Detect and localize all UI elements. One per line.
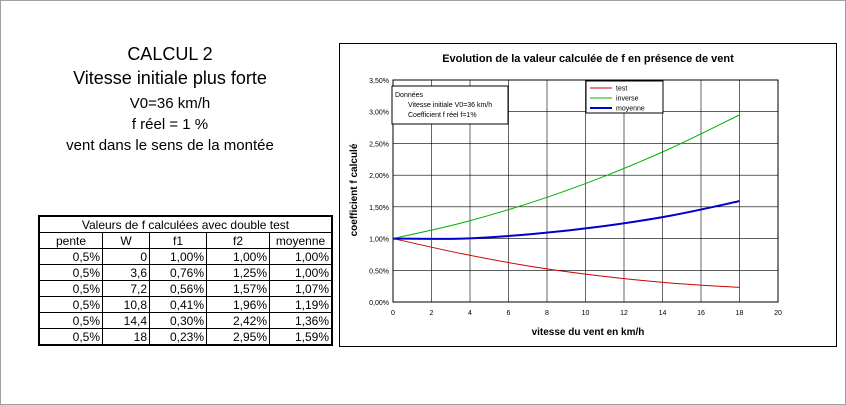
col-header-f1: f1 bbox=[149, 232, 207, 249]
table-cell: 1,00% bbox=[269, 248, 333, 265]
table-cell: 0,23% bbox=[149, 328, 207, 346]
x-tick-label: 20 bbox=[774, 310, 782, 317]
annotation-line: Vitesse initiale V0=36 km/h bbox=[408, 102, 492, 109]
series-line-inverse bbox=[392, 114, 740, 240]
col-header-w: W bbox=[102, 232, 150, 249]
table-cell: 7,2 bbox=[102, 280, 150, 297]
table-cell: 0 bbox=[102, 248, 150, 265]
table-cell: 0,41% bbox=[149, 296, 207, 313]
chart-legend: test inverse moyenne bbox=[585, 80, 664, 114]
x-tick-label: 4 bbox=[468, 310, 472, 317]
annotation-frame bbox=[391, 85, 509, 125]
table-cell: 0,5% bbox=[38, 280, 103, 297]
y-tick-label: 1,00% bbox=[369, 237, 389, 244]
table-header-row: pente W f1 f2 moyenne bbox=[38, 232, 333, 249]
y-tick-label: 3,50% bbox=[369, 78, 389, 85]
table-cell: 1,57% bbox=[206, 280, 270, 297]
annotation-line: Coefficient f réel f=1% bbox=[408, 112, 477, 119]
calc-title: CALCUL 2 bbox=[127, 44, 213, 64]
plot-area-frame bbox=[392, 79, 779, 303]
table-cell: 18 bbox=[102, 328, 150, 346]
col-header-pente: pente bbox=[38, 232, 103, 249]
initial-speed-text: V0=36 km/h bbox=[129, 95, 211, 112]
col-header-f2: f2 bbox=[206, 232, 270, 249]
x-tick-label: 18 bbox=[736, 310, 744, 317]
table-cell: 10,8 bbox=[102, 296, 150, 313]
table-cell: 0,30% bbox=[149, 312, 207, 329]
table-cell: 1,00% bbox=[206, 248, 270, 265]
legend-label-test: test bbox=[616, 86, 627, 93]
axis-layer: 0,00% 0,50% 1,00% 1,50% 2,00% 2,50% 3,00% 3,50%… bbox=[369, 78, 782, 317]
x-axis-label: vitesse du vent en km/h bbox=[532, 327, 645, 338]
values-table: Valeurs de f calculées avec double test … bbox=[38, 215, 333, 346]
table-cell: 0,5% bbox=[38, 296, 103, 313]
table-cell: 1,19% bbox=[269, 296, 333, 313]
table-caption: Valeurs de f calculées avec double test bbox=[38, 215, 333, 233]
table-cell: 0,5% bbox=[38, 248, 103, 265]
table-cell: 0,76% bbox=[149, 264, 207, 281]
y-tick-label: 1,50% bbox=[369, 205, 389, 212]
data-annotation-box: Données Vitesse initiale V0=36 km/h Coef… bbox=[391, 85, 509, 125]
table-cell: 0,5% bbox=[38, 264, 103, 281]
series-line-moyenne bbox=[392, 200, 740, 240]
legend-frame bbox=[585, 80, 664, 114]
table-cell: 1,00% bbox=[269, 264, 333, 281]
y-tick-label: 3,00% bbox=[369, 110, 389, 117]
values-table-container: Valeurs de f calculées avec double test … bbox=[38, 215, 333, 346]
table-cell: 1,96% bbox=[206, 296, 270, 313]
table-row: 0,5% 14,4 0,30% 2,42% 1,36% bbox=[38, 312, 333, 329]
chart-container: Evolution de la valeur calculée de f en … bbox=[339, 43, 837, 347]
wind-direction-text: vent dans le sens de la montée bbox=[66, 137, 274, 154]
annotation-line: Données bbox=[395, 92, 424, 99]
x-tick-label: 6 bbox=[507, 310, 511, 317]
table-cell: 1,07% bbox=[269, 280, 333, 297]
series-layer bbox=[392, 114, 740, 288]
x-tick-label: 8 bbox=[545, 310, 549, 317]
x-tick-label: 10 bbox=[582, 310, 590, 317]
table-cell: 0,5% bbox=[38, 328, 103, 346]
x-tick-label: 12 bbox=[620, 310, 628, 317]
x-tick-label: 16 bbox=[697, 310, 705, 317]
legend-label-inverse: inverse bbox=[616, 96, 639, 103]
table-cell: 1,36% bbox=[269, 312, 333, 329]
y-axis-label: coefficient f calculé bbox=[349, 143, 360, 236]
y-tick-label: 0,00% bbox=[369, 300, 389, 307]
table-cell: 2,42% bbox=[206, 312, 270, 329]
table-row: 0,5% 10,8 0,41% 1,96% 1,19% bbox=[38, 296, 333, 313]
legend-items: test inverse moyenne bbox=[590, 86, 645, 113]
table-cell: 1,00% bbox=[149, 248, 207, 265]
table-cell: 14,4 bbox=[102, 312, 150, 329]
calc-subtitle: Vitesse initiale plus forte bbox=[73, 68, 267, 88]
table-row: 0,5% 0 1,00% 1,00% 1,00% bbox=[38, 248, 333, 265]
table-cell: 0,56% bbox=[149, 280, 207, 297]
y-tick-label: 2,00% bbox=[369, 173, 389, 180]
series-line-test bbox=[392, 238, 740, 288]
table-row: 0,5% 7,2 0,56% 1,57% 1,07% bbox=[38, 280, 333, 297]
real-coefficient-text: f réel = 1 % bbox=[131, 116, 209, 133]
table-cell: 1,25% bbox=[206, 264, 270, 281]
col-header-moyenne: moyenne bbox=[269, 232, 333, 249]
table-cell: 3,6 bbox=[102, 264, 150, 281]
x-tick-label: 2 bbox=[430, 310, 434, 317]
table-cell: 2,95% bbox=[206, 328, 270, 346]
y-tick-label: 2,50% bbox=[369, 141, 389, 148]
x-tick-label: 0 bbox=[391, 310, 395, 317]
table-cell: 0,5% bbox=[38, 312, 103, 329]
legend-label-moyenne: moyenne bbox=[616, 106, 645, 113]
table-row: 0,5% 18 0,23% 2,95% 1,59% bbox=[38, 328, 333, 346]
line-chart: Evolution de la valeur calculée de f en … bbox=[349, 53, 782, 338]
y-tick-label: 0,50% bbox=[369, 268, 389, 275]
x-tick-label: 14 bbox=[659, 310, 667, 317]
table-cell: 1,59% bbox=[269, 328, 333, 346]
table-row: 0,5% 3,6 0,76% 1,25% 1,00% bbox=[38, 264, 333, 281]
chart-title: Evolution de la valeur calculée de f en … bbox=[442, 53, 734, 65]
